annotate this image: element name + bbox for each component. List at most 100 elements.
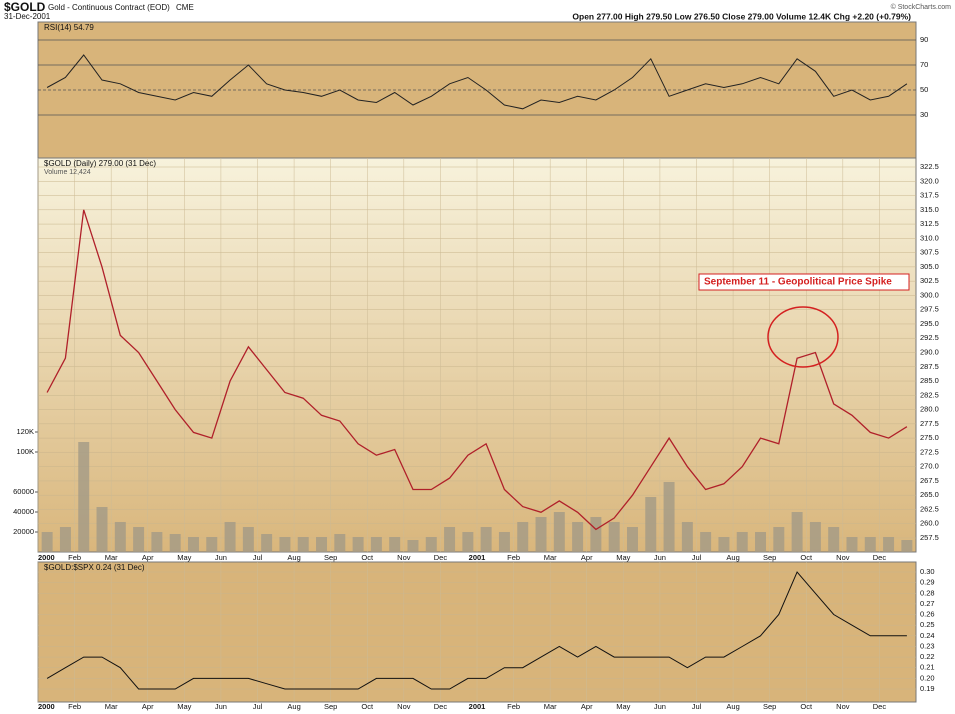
- volume-bar: [279, 537, 291, 552]
- y-tick-label: 272.5: [920, 447, 939, 456]
- volume-bar: [334, 534, 346, 552]
- x-tick-label: Oct: [800, 702, 813, 711]
- x-tick-label: 2000: [38, 702, 55, 711]
- y-tick-label: 267.5: [920, 476, 939, 485]
- volume-bar: [389, 537, 401, 552]
- volume-bar: [773, 527, 785, 552]
- volume-bar: [41, 532, 53, 552]
- y-tick-label: 0.28: [920, 588, 935, 597]
- x-tick-label: Apr: [142, 702, 154, 711]
- x-tick-label: 2001: [469, 702, 486, 711]
- y-tick-label: 290.0: [920, 347, 939, 356]
- y-tick-label: 312.5: [920, 219, 939, 228]
- line: [46, 54, 908, 110]
- volume-bar: [78, 442, 90, 552]
- x-tick-label: Nov: [836, 702, 850, 711]
- y-tick-label: 292.5: [920, 333, 939, 342]
- x-tick-label: Nov: [397, 702, 411, 711]
- volume-bar: [700, 532, 712, 552]
- volume-bar: [352, 537, 364, 552]
- volume-bar: [206, 537, 218, 552]
- y-tick-label: 280.0: [920, 405, 939, 414]
- y-tick-label: 270.0: [920, 462, 939, 471]
- y-tick-label: 307.5: [920, 248, 939, 257]
- x-tick-label: Oct: [800, 553, 813, 562]
- volume-bar: [297, 537, 309, 552]
- volume-bar: [444, 527, 456, 552]
- y-tick-label: 285.0: [920, 376, 939, 385]
- highlight-circle: [767, 306, 839, 368]
- volume-bar: [316, 537, 328, 552]
- volume-bar: [553, 512, 565, 552]
- x-tick-label: Oct: [361, 702, 374, 711]
- y-tick-label: 257.5: [920, 533, 939, 542]
- volume-bar: [151, 532, 163, 552]
- y2-tick-label: 40000: [13, 507, 34, 516]
- y-tick-label: 315.0: [920, 205, 939, 214]
- y-tick-label: 70: [920, 60, 928, 69]
- volume-bar: [242, 527, 254, 552]
- volume-bar: [645, 497, 657, 552]
- y-tick-label: 302.5: [920, 276, 939, 285]
- y-tick-label: 0.21: [920, 663, 935, 672]
- volume-bar: [681, 522, 693, 552]
- x-tick-label: Oct: [361, 553, 374, 562]
- x-tick-label: Apr: [142, 553, 154, 562]
- volume-bar: [169, 534, 181, 552]
- volume-bar: [883, 537, 895, 552]
- volume-bar: [809, 522, 821, 552]
- x-tick-label: Nov: [836, 553, 850, 562]
- volume-bar: [498, 532, 510, 552]
- volume-bar: [718, 537, 730, 552]
- legend-entry: Volume 12,424: [44, 169, 91, 176]
- x-tick-label: 2001: [469, 553, 486, 562]
- x-tick-label: Jun: [215, 553, 227, 562]
- x-tick-label: Jun: [654, 702, 666, 711]
- y-tick-label: 0.26: [920, 610, 935, 619]
- y-tick-label: 0.30: [920, 567, 935, 576]
- x-tick-label: Aug: [726, 702, 739, 711]
- volume-bar: [96, 507, 108, 552]
- x-tick-label: Feb: [68, 702, 81, 711]
- credit: © StockCharts.com: [891, 3, 952, 11]
- y-tick-label: 0.19: [920, 684, 935, 693]
- price-line: [46, 209, 908, 531]
- volume-bar: [608, 522, 620, 552]
- x-tick-label: Jun: [654, 553, 666, 562]
- volume-bar: [59, 527, 71, 552]
- line: [46, 571, 907, 690]
- y-tick-label: 320.0: [920, 176, 939, 185]
- x-tick-label: Aug: [287, 553, 300, 562]
- volume-bar: [846, 537, 858, 552]
- x-tick-label: Dec: [434, 702, 448, 711]
- volume-bar: [133, 527, 145, 552]
- y-tick-label: 0.25: [920, 620, 935, 629]
- legend-entry: $GOLD:$SPX 0.24 (31 Dec): [44, 563, 145, 572]
- x-tick-label: Aug: [726, 553, 739, 562]
- y-tick-label: 282.5: [920, 390, 939, 399]
- y-tick-label: 275.0: [920, 433, 939, 442]
- y-tick-label: 0.27: [920, 599, 935, 608]
- y-tick-label: 287.5: [920, 362, 939, 371]
- volume-bar: [114, 522, 126, 552]
- y-tick-label: 295.0: [920, 319, 939, 328]
- symbol: $GOLD: [4, 0, 46, 14]
- x-tick-label: Jul: [253, 702, 263, 711]
- x-tick-label: May: [616, 553, 630, 562]
- x-tick-label: Sep: [324, 702, 337, 711]
- y-tick-label: 0.29: [920, 578, 935, 587]
- x-tick-label: Mar: [544, 702, 557, 711]
- y-tick-label: 0.24: [920, 631, 935, 640]
- y-tick-label: 90: [920, 35, 928, 44]
- volume-bar: [901, 540, 913, 552]
- volume-bar: [572, 522, 584, 552]
- y-tick-label: 305.0: [920, 262, 939, 271]
- y-tick-label: 0.23: [920, 641, 935, 650]
- y-tick-label: 322.5: [920, 162, 939, 171]
- x-tick-label: Jul: [253, 553, 263, 562]
- y-tick-label: 265.0: [920, 490, 939, 499]
- volume-bar: [590, 517, 602, 552]
- y-tick-label: 30: [920, 110, 928, 119]
- x-tick-label: Dec: [873, 553, 887, 562]
- x-tick-label: May: [177, 553, 191, 562]
